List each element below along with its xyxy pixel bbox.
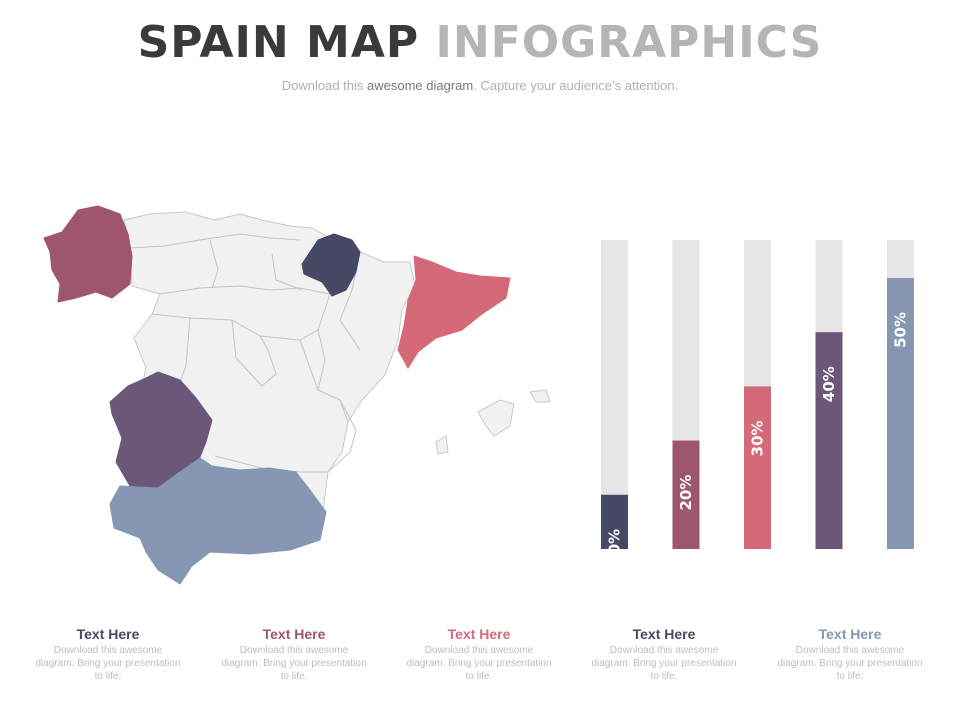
map-region-navarra bbox=[301, 233, 361, 297]
map-region-menorca bbox=[529, 389, 551, 403]
caption-4: Text Here Download this awesome diagram.… bbox=[589, 625, 739, 683]
map-region-ibiza bbox=[435, 435, 449, 455]
caption-5-heading: Text Here bbox=[818, 626, 882, 642]
page-subtitle: Download this awesome diagram. Capture y… bbox=[0, 78, 960, 93]
caption-1-body: Download this awesome diagram. Bring you… bbox=[35, 645, 181, 682]
bar-label-1: 10% bbox=[606, 529, 624, 560]
caption-3-heading: Text Here bbox=[447, 626, 511, 642]
map-region-mallorca bbox=[477, 399, 515, 437]
subtitle-suffix: . Capture your audience’s attention. bbox=[473, 78, 679, 93]
caption-1-heading: Text Here bbox=[76, 626, 140, 642]
caption-2-heading: Text Here bbox=[262, 626, 326, 642]
bar-4 bbox=[815, 332, 843, 549]
caption-4-body: Download this awesome diagram. Bring you… bbox=[591, 645, 737, 682]
bar-1 bbox=[601, 494, 628, 549]
subtitle-prefix: Download this bbox=[281, 78, 368, 93]
subtitle-emphasis: awesome diagram bbox=[367, 78, 474, 93]
page-title: SPAIN MAP INFOGRAPHICS bbox=[0, 18, 960, 68]
caption-2-body: Download this awesome diagram. Bring you… bbox=[221, 645, 367, 682]
bar-label-2: 20% bbox=[677, 475, 695, 511]
bar-label-3: 30% bbox=[749, 420, 767, 456]
caption-5-body: Download this awesome diagram. Bring you… bbox=[777, 645, 923, 682]
bar-chart: 10% 20% 30% 40% 50% bbox=[601, 240, 914, 560]
bar-label-5: 50% bbox=[892, 312, 910, 348]
caption-1: Text Here Download this awesome diagram.… bbox=[33, 625, 183, 683]
map-region-galicia bbox=[43, 205, 133, 303]
caption-3-body: Download this awesome diagram. Bring you… bbox=[406, 645, 552, 682]
map-region-andalusia bbox=[109, 457, 327, 585]
bar-5 bbox=[887, 277, 914, 549]
title-dark-part: SPAIN MAP bbox=[137, 17, 420, 68]
bar-chart-bars: 10% 20% 30% 40% 50% bbox=[601, 240, 914, 560]
caption-4-heading: Text Here bbox=[632, 626, 696, 642]
caption-5: Text Here Download this awesome diagram.… bbox=[775, 625, 925, 683]
bar-label-4: 40% bbox=[820, 366, 838, 402]
title-light-part: INFOGRAPHICS bbox=[435, 17, 823, 68]
caption-3: Text Here Download this awesome diagram.… bbox=[404, 625, 554, 683]
bar-2 bbox=[672, 440, 700, 549]
spain-map bbox=[43, 205, 551, 585]
bar-3 bbox=[744, 386, 771, 549]
map-region-catalonia bbox=[397, 255, 511, 369]
caption-2: Text Here Download this awesome diagram.… bbox=[219, 625, 369, 683]
